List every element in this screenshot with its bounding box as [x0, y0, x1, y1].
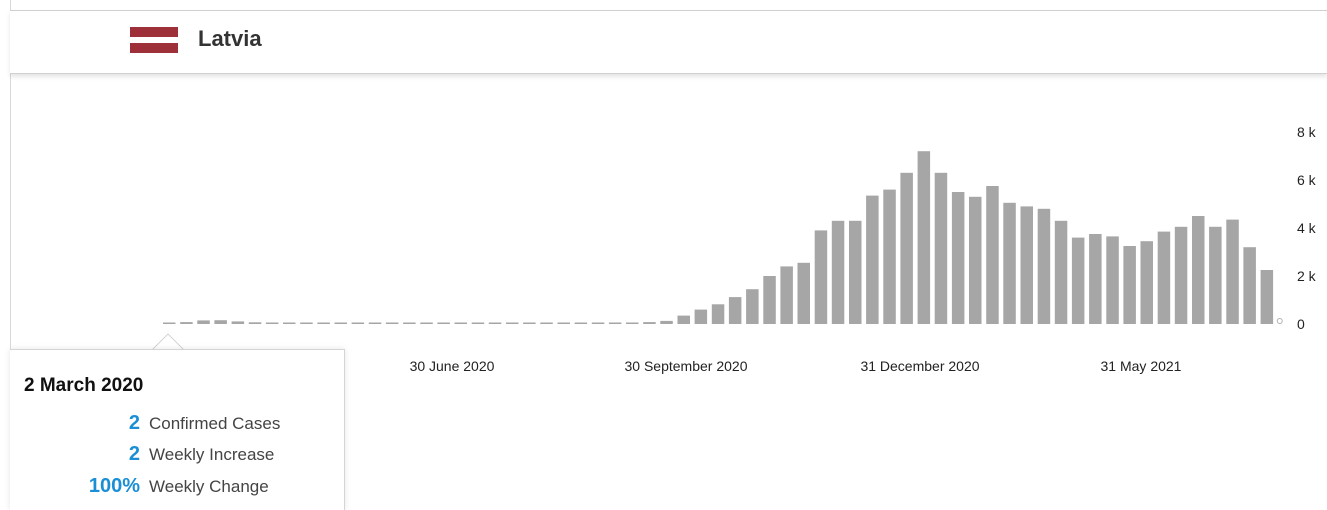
- chart-bar[interactable]: [197, 320, 210, 324]
- chart-bar[interactable]: [1071, 237, 1085, 324]
- chart-bar[interactable]: [385, 322, 399, 325]
- chart-bar[interactable]: [866, 195, 879, 324]
- confirmed-cases-value: 2: [128, 412, 140, 434]
- series-end-marker: [1276, 318, 1283, 324]
- chart-bar[interactable]: [403, 322, 416, 325]
- chart-bar[interactable]: [849, 220, 862, 324]
- chart-bar[interactable]: [797, 262, 811, 324]
- weekly-change-label: Weekly Change: [149, 477, 269, 496]
- chart-bar[interactable]: [643, 322, 656, 324]
- tooltip-date: 2 March 2020: [24, 375, 144, 396]
- chart-bar[interactable]: [608, 322, 622, 325]
- chart-bar[interactable]: [523, 322, 536, 325]
- chart-bar[interactable]: [1192, 216, 1205, 324]
- chart-bar[interactable]: [420, 322, 433, 325]
- chart-bar[interactable]: [488, 322, 502, 325]
- chart-bar[interactable]: [1003, 202, 1016, 324]
- chart-bar[interactable]: [746, 289, 759, 324]
- chart-bar[interactable]: [557, 322, 571, 325]
- chart-bar[interactable]: [214, 320, 227, 324]
- chart-bar[interactable]: [694, 309, 708, 324]
- tooltip-row-weekly-change: 100% Weekly Change: [10, 475, 290, 503]
- chart-bar[interactable]: [300, 322, 313, 325]
- chart-bar[interactable]: [1089, 234, 1102, 324]
- x-tick-label: 30 September 2020: [625, 358, 748, 374]
- chart-bar[interactable]: [917, 151, 931, 324]
- chart-bar[interactable]: [986, 186, 999, 324]
- y-tick-label: 0: [1297, 316, 1305, 332]
- chart-bar[interactable]: [626, 322, 639, 325]
- chart-bar[interactable]: [951, 192, 965, 324]
- chart-bar[interactable]: [934, 172, 948, 324]
- chart-bar[interactable]: [471, 322, 485, 325]
- chart-bar[interactable]: [1106, 236, 1119, 324]
- chart-bar[interactable]: [591, 322, 605, 325]
- tooltip-row-weekly-increase: 2 Weekly Increase: [10, 443, 290, 471]
- chart-bar[interactable]: [763, 276, 776, 324]
- chart-bar[interactable]: [334, 322, 348, 325]
- chart-bar[interactable]: [317, 322, 330, 325]
- chart-bar[interactable]: [437, 322, 450, 325]
- chart-bar[interactable]: [900, 172, 913, 324]
- tooltip-row-confirmed: 2 Confirmed Cases: [10, 412, 290, 440]
- chart-bar[interactable]: [574, 322, 588, 325]
- chart-bar[interactable]: [1140, 241, 1154, 324]
- confirmed-cases-label: Confirmed Cases: [149, 414, 281, 433]
- chart-bar[interactable]: [1037, 208, 1051, 324]
- y-tick-label: 4 k: [1297, 220, 1317, 236]
- chart-bar[interactable]: [831, 220, 845, 324]
- chart-bar[interactable]: [231, 321, 245, 324]
- country-title: Latvia: [198, 26, 262, 51]
- chart-bar[interactable]: [883, 189, 896, 324]
- chart-bar[interactable]: [1243, 247, 1256, 324]
- chart-bar[interactable]: [728, 297, 742, 324]
- tooltip-pointer: [151, 333, 185, 351]
- weekly-increase-label: Weekly Increase: [149, 445, 275, 464]
- chart-bar[interactable]: [506, 322, 519, 325]
- chart-bar[interactable]: [1157, 231, 1171, 324]
- latvia-flag-icon: [130, 27, 178, 53]
- y-tick-label: 6 k: [1297, 172, 1317, 188]
- chart-bar[interactable]: [265, 322, 279, 325]
- weekly-increase-value: 2: [128, 443, 140, 465]
- chart-bar[interactable]: [780, 266, 793, 324]
- chart-bar[interactable]: [711, 304, 725, 324]
- chart-bar[interactable]: [454, 322, 468, 325]
- x-tick-label: 30 June 2020: [410, 358, 495, 374]
- chart-bar[interactable]: [660, 320, 673, 324]
- x-tick-label: 31 December 2020: [860, 358, 979, 374]
- chart-bar[interactable]: [1226, 219, 1239, 324]
- data-tooltip: 2 March 2020 2 Confirmed Cases 2 Weekly …: [10, 349, 345, 510]
- x-tick-label: 31 May 2021: [1101, 358, 1182, 374]
- chart-bar[interactable]: [969, 196, 982, 324]
- chart-panel: [10, 0, 1327, 498]
- chart-bar[interactable]: [1123, 246, 1136, 324]
- chart-bar[interactable]: [677, 315, 691, 324]
- chart-bar[interactable]: [248, 322, 262, 324]
- chart-bar[interactable]: [1054, 220, 1068, 324]
- weekly-change-value: 100%: [88, 475, 140, 497]
- chart-bar[interactable]: [351, 322, 365, 325]
- chart-bar[interactable]: [163, 322, 176, 325]
- chart-bar[interactable]: [1209, 226, 1222, 324]
- y-tick-label: 8 k: [1297, 124, 1317, 140]
- chart-bar[interactable]: [1260, 270, 1274, 324]
- chart-bar[interactable]: [540, 322, 553, 325]
- cases-bar-chart: 0 2 k 4 k 6 k 8 k 30 June 2020 30 September 20…: [151, 124, 1317, 374]
- chart-bar[interactable]: [1020, 206, 1034, 324]
- chart-bar[interactable]: [180, 322, 193, 324]
- y-tick-label: 2 k: [1297, 268, 1317, 284]
- chart-bar[interactable]: [814, 230, 828, 324]
- chart-bar[interactable]: [368, 322, 382, 325]
- chart-bar[interactable]: [283, 322, 296, 325]
- chart-bar[interactable]: [1174, 226, 1188, 324]
- country-header: Latvia: [10, 10, 1327, 74]
